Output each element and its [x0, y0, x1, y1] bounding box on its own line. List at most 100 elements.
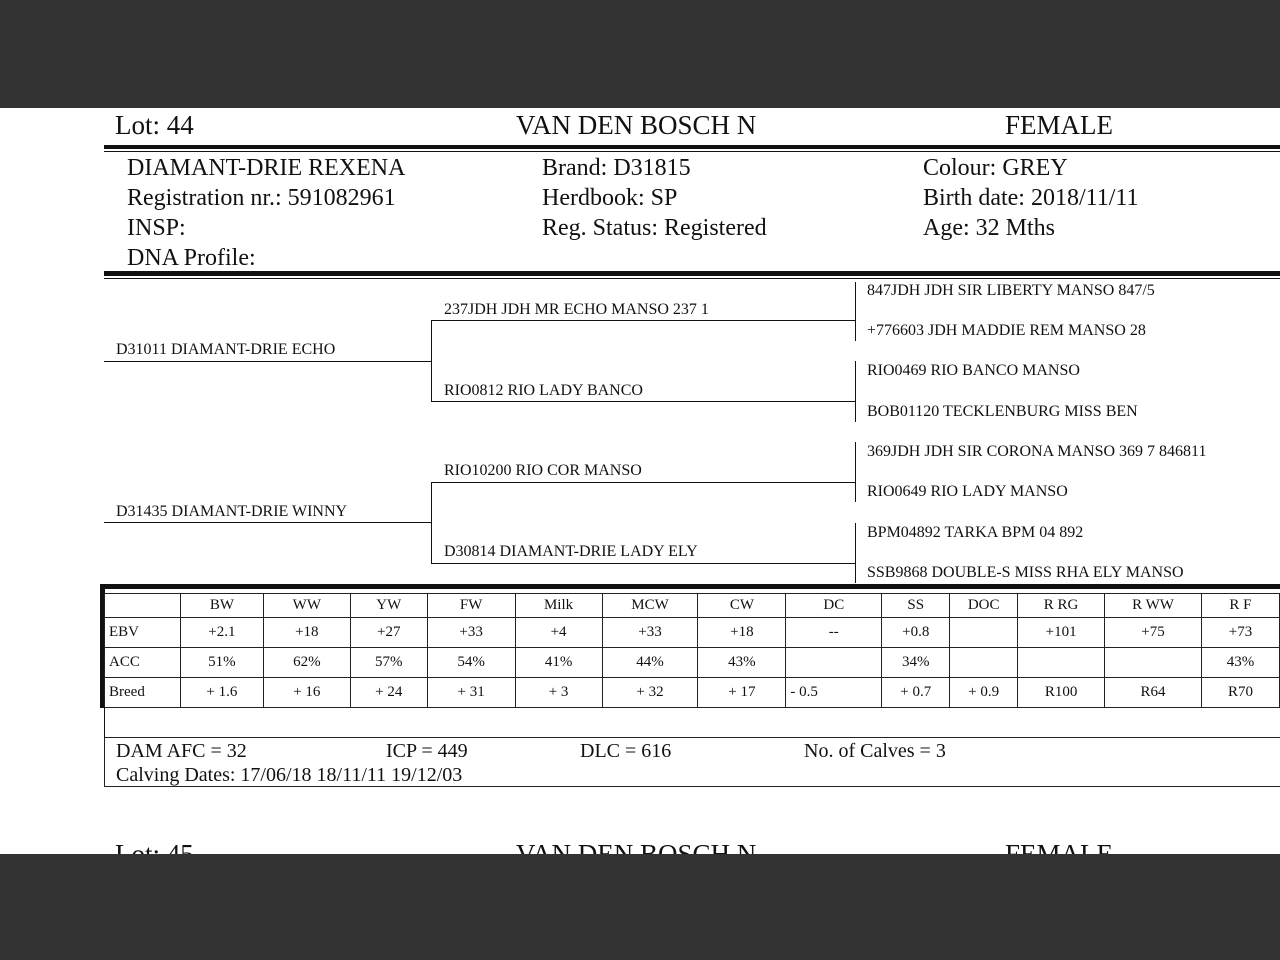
table-cell: +2.1: [179, 617, 264, 648]
table-cell: R64: [1104, 677, 1202, 708]
table-header: BW WW YW FW Milk MCW CW DC SS DOC R RG R WW R F: [104, 593, 1280, 618]
table-cell: 62%: [262, 647, 351, 678]
great-grandparent: RIO0649 RIO LADY MANSO: [867, 483, 1068, 500]
icp: ICP = 449: [386, 740, 468, 762]
table-cell: 34%: [881, 647, 951, 678]
colour: Colour: GREY: [923, 155, 1068, 181]
breeder: VAN DEN BOSCH N: [516, 110, 757, 140]
table-cell: + 31: [426, 677, 516, 708]
great-grandparent: BOB01120 TECKLENBURG MISS BEN: [867, 403, 1138, 420]
divider: [104, 271, 1280, 276]
column-header: R RG: [1017, 593, 1106, 618]
column-header: YW: [349, 593, 428, 618]
table-cell: + 1.6: [179, 677, 264, 708]
lot-number: Lot: 44: [115, 110, 194, 140]
column-header: R WW: [1104, 593, 1202, 618]
dam: D31435 DIAMANT-DRIE WINNY: [116, 503, 348, 520]
table-cell: +18: [262, 617, 351, 648]
column-header: DC: [785, 593, 883, 618]
dna-profile: DNA Profile:: [127, 245, 256, 271]
ebv-table: BW WW YW FW Milk MCW CW DC SS DOC R RG R WW R F EBV +…: [104, 593, 1280, 708]
divider: [104, 278, 1280, 279]
age: Age: 32 Mths: [923, 215, 1055, 241]
sire: D31011 DIAMANT-DRIE ECHO: [116, 341, 336, 358]
table-cell: + 16: [262, 677, 351, 708]
pedigree-line: [431, 320, 432, 402]
next-breeder: VAN DEN BOSCH N: [516, 839, 757, 854]
column-header: CW: [697, 593, 787, 618]
dlc: DLC = 616: [580, 740, 672, 762]
next-sex: FEMALE: [1005, 839, 1113, 854]
column-header: [104, 593, 181, 618]
reg-status: Reg. Status: Registered: [542, 215, 767, 241]
table-cell: +4: [514, 617, 603, 648]
column-header: MCW: [601, 593, 699, 618]
pedigree-line: [431, 482, 432, 564]
table-cell: 43%: [697, 647, 787, 678]
herdbook: Herdbook: SP: [542, 185, 678, 211]
grandparent: D30814 DIAMANT-DRIE LADY ELY: [444, 543, 698, 560]
column-header: DOC: [949, 593, 1019, 618]
document-page: Lot: 44 VAN DEN BOSCH N FEMALE DIAMANT-D…: [0, 108, 1280, 854]
table-cell: + 17: [697, 677, 787, 708]
table-cell: [1104, 647, 1202, 678]
table-cell: +33: [426, 617, 516, 648]
table-row: ACC 51% 62% 57% 54% 41% 44% 43% 34% 43%: [104, 647, 1280, 678]
column-header: FW: [426, 593, 516, 618]
great-grandparent: RIO0469 RIO BANCO MANSO: [867, 362, 1080, 379]
table-cell: +73: [1200, 617, 1280, 648]
dam-afc: DAM AFC = 32: [116, 740, 247, 762]
column-header: WW: [262, 593, 351, 618]
pedigree-line: [104, 522, 432, 523]
table-cell: R70: [1200, 677, 1280, 708]
table-cell: - 0.5: [785, 677, 883, 708]
divider: [100, 584, 105, 708]
table-cell: + 3: [514, 677, 603, 708]
table-cell: 54%: [426, 647, 516, 678]
great-grandparent: SSB9868 DOUBLE-S MISS RHA ELY MANSO: [867, 564, 1184, 581]
table-cell: +33: [601, 617, 699, 648]
pedigree-line: [431, 320, 855, 321]
table-cell: +18: [697, 617, 787, 648]
pedigree-line: [855, 442, 856, 502]
row-label: Breed: [104, 677, 181, 708]
table-cell: 57%: [349, 647, 428, 678]
table-cell: +75: [1104, 617, 1202, 648]
insp: INSP:: [127, 215, 186, 241]
dam-summary: DAM AFC = 32 ICP = 449 DLC = 616 No. of …: [104, 737, 1280, 787]
grandparent: RIO10200 RIO COR MANSO: [444, 462, 642, 479]
table-cell: R100: [1017, 677, 1106, 708]
great-grandparent: 369JDH JDH SIR CORONA MANSO 369 7 846811: [867, 443, 1207, 460]
table-cell: + 32: [601, 677, 699, 708]
table-cell: +101: [1017, 617, 1106, 648]
table-cell: + 0.7: [881, 677, 951, 708]
column-header: R F: [1200, 593, 1280, 618]
table-cell: [949, 617, 1019, 648]
table-cell: [949, 647, 1019, 678]
grandparent: 237JDH JDH MR ECHO MANSO 237 1: [444, 301, 709, 318]
pedigree-line: [855, 523, 856, 583]
pedigree-line: [431, 482, 855, 483]
table-cell: +0.8: [881, 617, 951, 648]
great-grandparent: 847JDH JDH SIR LIBERTY MANSO 847/5: [867, 282, 1155, 299]
table-row: EBV +2.1 +18 +27 +33 +4 +33 +18 -- +0.8 +101 +75 +73: [104, 617, 1280, 648]
row-label: EBV: [104, 617, 181, 648]
great-grandparent: BPM04892 TARKA BPM 04 892: [867, 524, 1084, 541]
next-lot-number: Lot: 45: [115, 839, 194, 854]
pedigree-line: [431, 563, 855, 564]
animal-name: DIAMANT-DRIE REXENA: [127, 155, 406, 181]
table-row: Breed + 1.6 + 16 + 24 + 31 + 3 + 32 + 17- 0.5 + …: [104, 677, 1280, 708]
sex: FEMALE: [1005, 110, 1113, 140]
calves: No. of Calves = 3: [804, 740, 946, 762]
table-cell: [1017, 647, 1106, 678]
divider: [104, 145, 1280, 149]
row-label: ACC: [104, 647, 181, 678]
birth-date: Birth date: 2018/11/11: [923, 185, 1139, 211]
pedigree-line: [431, 401, 855, 402]
table-cell: [785, 647, 883, 678]
table-cell: 41%: [514, 647, 603, 678]
pedigree-line: [855, 282, 856, 341]
pedigree-line: [104, 361, 432, 362]
calving-dates: Calving Dates: 17/06/18 18/11/11 19/12/0…: [116, 764, 463, 786]
table-cell: + 0.9: [949, 677, 1019, 708]
